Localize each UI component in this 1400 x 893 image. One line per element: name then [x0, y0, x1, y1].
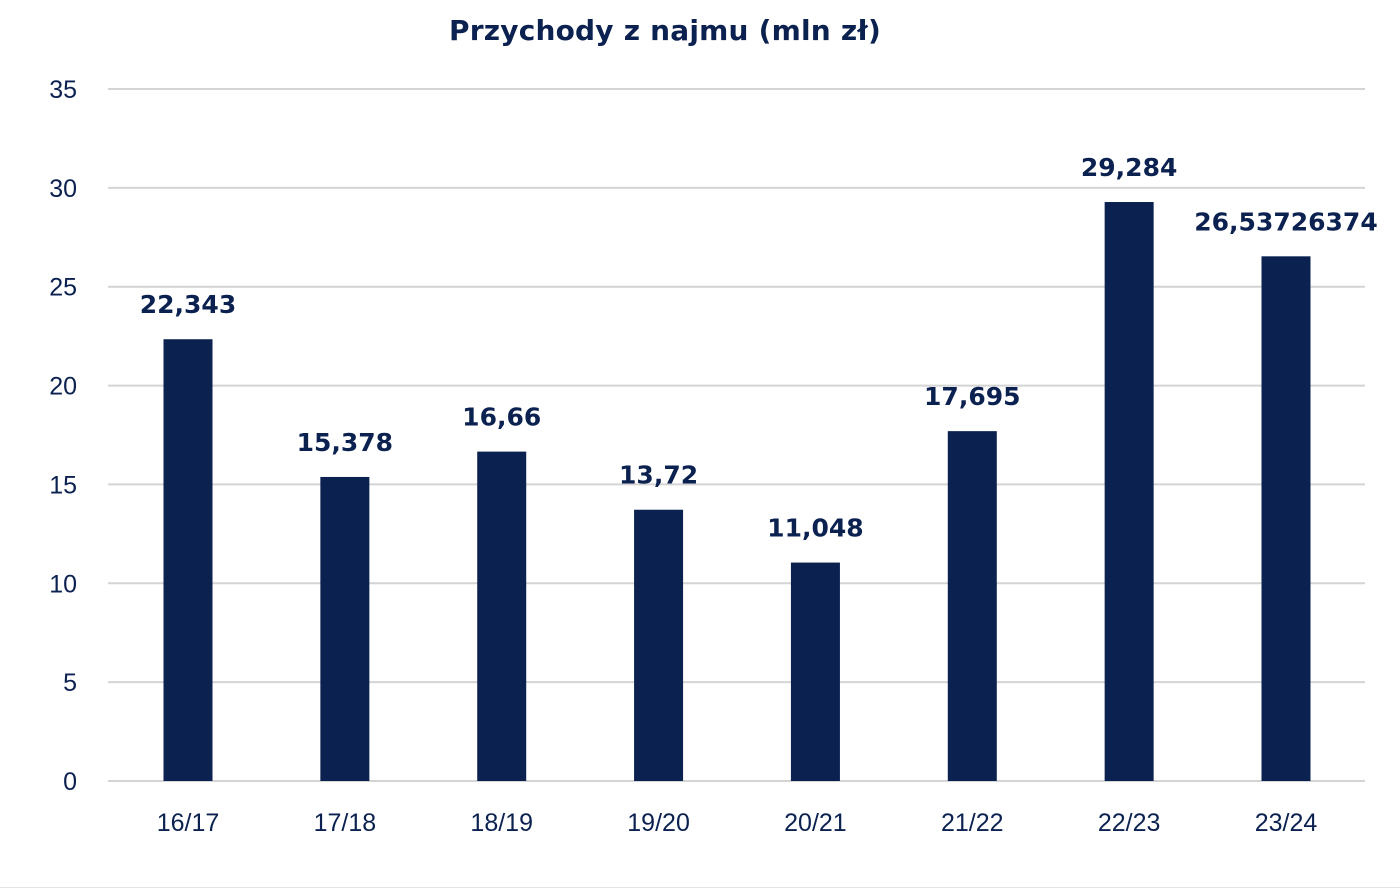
gridlines — [108, 88, 1365, 782]
y-tick-label: 5 — [63, 669, 77, 697]
data-label: 29,284 — [1081, 153, 1177, 182]
y-tick-label: 10 — [49, 570, 77, 598]
data-label: 11,048 — [767, 514, 863, 543]
x-tick-label: 23/24 — [1255, 809, 1318, 837]
bars — [163, 202, 1311, 781]
y-tick-label: 30 — [49, 175, 77, 203]
data-label: 16,66 — [462, 403, 541, 432]
data-label: 17,695 — [924, 382, 1020, 411]
bar-16-17 — [163, 339, 213, 781]
data-label: 13,72 — [619, 461, 698, 490]
y-tick-label: 35 — [49, 76, 77, 104]
bar-17-18 — [320, 476, 370, 781]
x-tick-label: 20/21 — [784, 809, 847, 837]
x-tick-label: 16/17 — [157, 809, 220, 837]
data-label: 26,53726374 — [1194, 207, 1377, 236]
x-tick-label: 17/18 — [314, 809, 377, 837]
y-tick-label: 15 — [49, 471, 77, 499]
x-tick-label: 21/22 — [941, 809, 1004, 837]
x-tick-label: 18/19 — [470, 809, 533, 837]
y-tick-label: 20 — [49, 373, 77, 401]
y-tick-label: 25 — [49, 274, 77, 302]
chart-title: Przychody z najmu (mln zł) — [449, 14, 881, 47]
bar-21-22 — [947, 431, 997, 781]
data-label: 22,343 — [140, 290, 236, 319]
bottom-divider — [0, 887, 1400, 888]
x-tick-label: 19/20 — [627, 809, 690, 837]
y-tick-label: 0 — [63, 768, 77, 796]
bar-22-23 — [1104, 202, 1154, 781]
data-label: 15,378 — [297, 428, 393, 457]
data-labels: 22,343 15,378 16,66 13,72 11,048 17,695 29,284… — [140, 153, 1378, 543]
bar-19-20 — [634, 509, 684, 781]
bar-23-24 — [1261, 256, 1311, 781]
y-axis-ticks: 0 5 10 15 20 25 30 35 — [49, 76, 77, 796]
x-axis-ticks: 16/17 17/18 18/19 19/20 20/21 21/22 22/23 23/24 — [157, 809, 1318, 837]
x-tick-label: 22/23 — [1098, 809, 1161, 837]
bar-20-21 — [790, 562, 840, 781]
bar-18-19 — [477, 451, 527, 781]
